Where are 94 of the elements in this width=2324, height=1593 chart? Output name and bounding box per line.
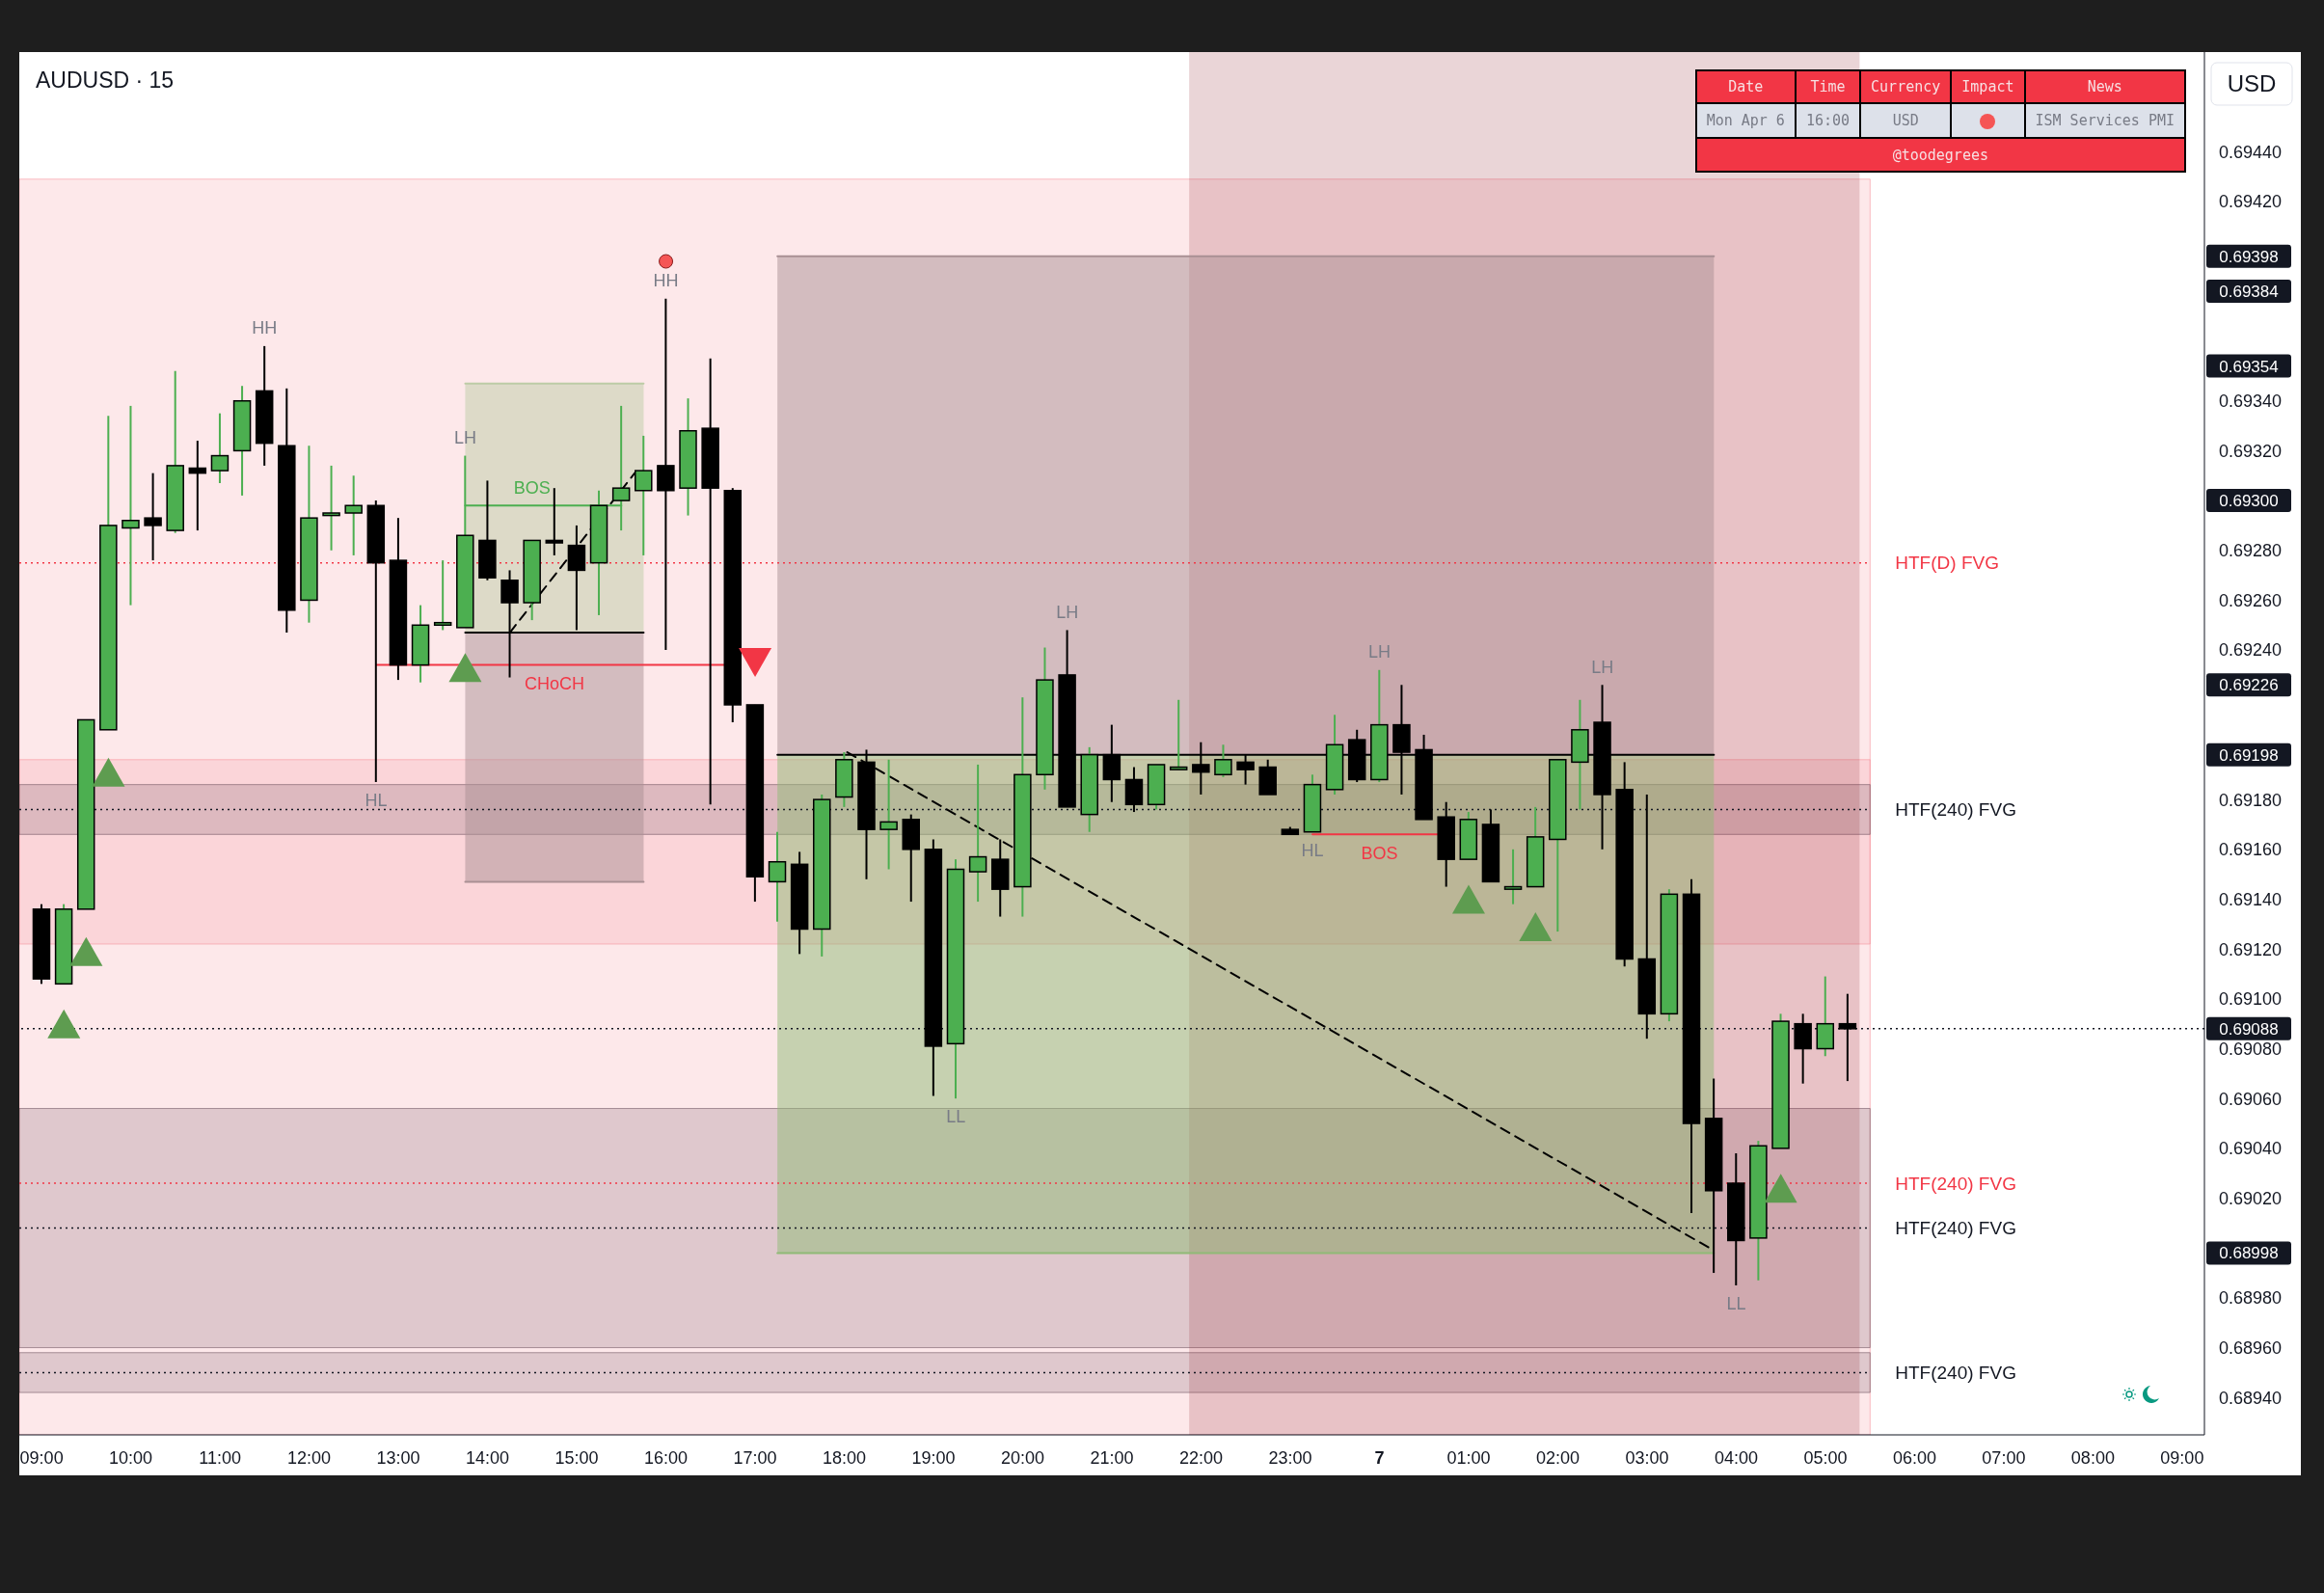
annotation: Mon Apr 6 — [1695, 103, 1796, 138]
x-tick-label: 02:00 — [1535, 1447, 1580, 1468]
y-tick-label: 0.68940 — [2219, 1388, 2283, 1408]
y2-tick-label: 0.69198 — [2219, 745, 2279, 765]
y2-tick-label: 0.69384 — [2219, 282, 2279, 301]
candlestick — [210, 412, 230, 484]
y-tick-label: 0.69240 — [2219, 640, 2283, 661]
annotation: LL — [1726, 1294, 1746, 1314]
candlestick — [768, 830, 787, 923]
x-tick-label: 23:00 — [1268, 1447, 1312, 1468]
x-tick-label: 19:00 — [911, 1447, 956, 1468]
x-tick-label: 16:00 — [644, 1447, 689, 1468]
y2-tick-label: 0.69088 — [2219, 1019, 2279, 1039]
y-tick-label: 0.68960 — [2219, 1337, 2283, 1358]
y2-tick-label: 0.69226 — [2219, 676, 2279, 695]
y-tick-label: 0.69020 — [2219, 1188, 2283, 1208]
annotation: ISM Services PMI — [2024, 103, 2185, 138]
x-tick-label: 18:00 — [823, 1447, 867, 1468]
annotation: LH — [453, 427, 476, 447]
annotation: BOS — [513, 477, 551, 498]
y2-tick-label: 0.69354 — [2219, 357, 2279, 376]
x-tick-label: 06:00 — [1892, 1447, 1936, 1468]
candlestick — [144, 472, 162, 562]
y-tick-label: 0.69120 — [2219, 939, 2283, 959]
x-tick-label: 07:00 — [1982, 1447, 2026, 1468]
ref-line-label: HTF(240) FVG — [1895, 1218, 2016, 1239]
ref-line-label: HTF(240) FVG — [1895, 1363, 2016, 1384]
y-tick-label: 0.68980 — [2219, 1288, 2283, 1309]
y-tick-label: 0.69420 — [2219, 192, 2283, 212]
ref-line-label: HTF(240) FVG — [1895, 799, 2016, 821]
candlestick — [433, 559, 452, 632]
candlestick — [1838, 992, 1857, 1083]
x-tick-label: 08:00 — [2070, 1447, 2115, 1468]
annotation: BOS — [1361, 843, 1398, 863]
annotation: CHoCH — [524, 673, 584, 693]
text: AUDUSD · 15 — [36, 68, 175, 94]
y2-tick-label: 0.69398 — [2219, 247, 2279, 266]
candlestick — [1503, 848, 1523, 905]
y2-tick-label: 0.69300 — [2219, 492, 2279, 511]
annotation: Time — [1795, 70, 1861, 103]
x-tick-label: 01:00 — [1446, 1447, 1491, 1468]
y2-axis-title: USD — [1860, 103, 1952, 138]
x-tick-label: 09:00 — [19, 1447, 64, 1468]
x-tick-label: 04:00 — [1714, 1447, 1758, 1468]
y2-tick-label: 0.68998 — [2219, 1244, 2279, 1263]
candlestick — [344, 474, 363, 556]
annotation: HL — [365, 791, 388, 811]
x-tick-label: 17:00 — [733, 1447, 777, 1468]
annotation: HL — [1301, 841, 1324, 861]
annotation: Currency — [1860, 70, 1952, 103]
x-tick-label: 7 — [1374, 1447, 1385, 1468]
candlestick — [879, 758, 898, 871]
annotation: HH — [653, 271, 679, 291]
x-tick-label: 13:00 — [376, 1447, 420, 1468]
x-tick-label: 09:00 — [2160, 1447, 2204, 1468]
annotation: News — [2024, 70, 2185, 103]
y-tick-label: 0.69100 — [2219, 989, 2283, 1010]
y-tick-label: 0.69320 — [2219, 441, 2283, 461]
y-tick-label: 0.69440 — [2219, 142, 2283, 162]
x-tick-label: 20:00 — [1000, 1447, 1045, 1468]
y-tick-label: 0.69140 — [2219, 889, 2283, 909]
ref-line-label: HTF(240) FVG — [1895, 1173, 2016, 1194]
annotation: Date — [1695, 70, 1796, 103]
annotation: LH — [1056, 602, 1079, 622]
y-tick-label: 0.69040 — [2219, 1139, 2283, 1159]
x-tick-label: 10:00 — [109, 1447, 153, 1468]
text: USD — [2227, 70, 2277, 97]
annotation: LH — [1367, 642, 1391, 662]
annotation: @toodegrees — [1695, 138, 2185, 172]
y-tick-label: 0.69080 — [2219, 1039, 2283, 1059]
x-tick-label: 21:00 — [1090, 1447, 1134, 1468]
x-tick-label: 11:00 — [199, 1447, 241, 1468]
x-tick-label: 12:00 — [287, 1447, 332, 1468]
candlestick — [968, 763, 987, 904]
x-tick-label: 15:00 — [554, 1447, 599, 1468]
x-tick-label: 03:00 — [1625, 1447, 1669, 1468]
y-tick-label: 0.69280 — [2219, 541, 2283, 561]
annotation: LL — [946, 1107, 966, 1127]
candlestick — [322, 464, 340, 552]
annotation: HH — [252, 318, 278, 338]
y-tick-label: 0.69180 — [2219, 790, 2283, 810]
y-tick-label: 0.69260 — [2219, 590, 2283, 610]
y-tick-label: 0.69160 — [2219, 840, 2283, 860]
y-tick-label: 0.69340 — [2219, 392, 2283, 412]
candlestick — [122, 404, 140, 607]
x-tick-label: 14:00 — [466, 1447, 510, 1468]
annotation: LH — [1591, 657, 1614, 677]
annotation: 16:00 — [1795, 103, 1861, 138]
ref-line-label: HTF(D) FVG — [1895, 553, 1999, 574]
x-tick-label: 05:00 — [1803, 1447, 1848, 1468]
x-tick-label: 22:00 — [1178, 1447, 1224, 1468]
y-tick-label: 0.69060 — [2219, 1089, 2283, 1109]
candlestick — [657, 297, 675, 652]
annotation: Impact — [1951, 70, 2025, 103]
